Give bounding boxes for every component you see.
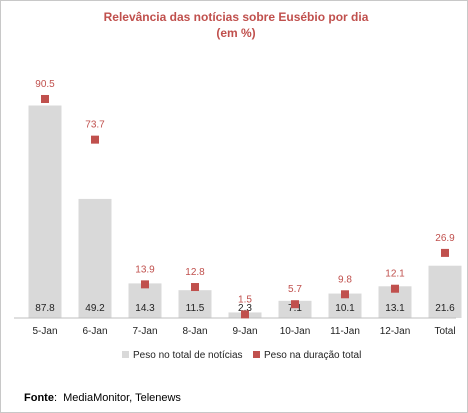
marker-12-Jan bbox=[391, 284, 399, 293]
legend-swatch-bars bbox=[122, 351, 129, 358]
marker-value-label: 12.8 bbox=[185, 267, 205, 278]
bar-value-label: 14.3 bbox=[135, 303, 155, 314]
bar-value-label: 2.3 bbox=[238, 303, 252, 314]
x-tick-label: 12-Jan bbox=[380, 326, 411, 337]
x-tick-label: 9-Jan bbox=[232, 326, 257, 337]
bar-8-Jan bbox=[178, 290, 212, 318]
marker-11-Jan bbox=[341, 290, 349, 299]
bar-Total bbox=[428, 265, 462, 318]
x-tick-label: 7-Jan bbox=[132, 326, 157, 337]
marker-value-label: 26.9 bbox=[435, 233, 455, 244]
x-tick-label: Total bbox=[434, 326, 455, 337]
marker-Total bbox=[441, 248, 449, 257]
legend-label-bars: Peso no total de notícias bbox=[133, 350, 243, 361]
x-tick-label: 5-Jan bbox=[32, 326, 57, 337]
marker-6-Jan bbox=[91, 135, 99, 144]
bar-value-label: 13.1 bbox=[385, 303, 405, 314]
bar-value-label: 49.2 bbox=[85, 303, 105, 314]
marker-8-Jan bbox=[191, 283, 199, 292]
marker-value-label: 73.7 bbox=[85, 120, 105, 131]
x-tick-label: 6-Jan bbox=[82, 326, 107, 337]
bar-7-Jan bbox=[128, 283, 162, 318]
x-tick-label: 10-Jan bbox=[280, 326, 311, 337]
marker-7-Jan bbox=[141, 280, 149, 289]
marker-5-Jan bbox=[41, 94, 49, 103]
bar-value-label: 11.5 bbox=[186, 303, 205, 314]
x-tick-label: 8-Jan bbox=[182, 326, 207, 337]
marker-value-label: 12.1 bbox=[385, 269, 405, 280]
bar-6-Jan bbox=[78, 198, 112, 318]
bar-value-label: 87.8 bbox=[35, 303, 55, 314]
source-text: MediaMonitor, Telenews bbox=[63, 392, 181, 404]
marker-value-label: 9.8 bbox=[338, 274, 352, 285]
marker-value-label: 5.7 bbox=[288, 284, 302, 295]
bar-value-label: 7.1 bbox=[288, 303, 302, 314]
bar-10-Jan bbox=[278, 300, 312, 318]
source-label: Fonte bbox=[24, 392, 54, 404]
marker-value-label: 90.5 bbox=[35, 79, 55, 90]
bar-value-label: 10.1 bbox=[335, 303, 355, 314]
bar-5-Jan bbox=[28, 105, 62, 318]
legend-swatch-markers bbox=[253, 351, 260, 358]
x-tick-label: 11-Jan bbox=[330, 326, 360, 337]
marker-value-label: 13.9 bbox=[135, 264, 155, 275]
chart-subtitle: (em %) bbox=[216, 26, 255, 40]
marker-9-Jan bbox=[241, 310, 249, 319]
chart-title: Relevância das notícias sobre Eusébio po… bbox=[104, 10, 369, 24]
legend-label-markers: Peso na duração total bbox=[264, 350, 361, 361]
marker-10-Jan bbox=[291, 300, 299, 309]
source-note: Fonte: MediaMonitor, Telenews bbox=[24, 392, 181, 404]
marker-value-label: 1.5 bbox=[238, 294, 252, 305]
bar-value-label: 21.6 bbox=[435, 303, 455, 314]
